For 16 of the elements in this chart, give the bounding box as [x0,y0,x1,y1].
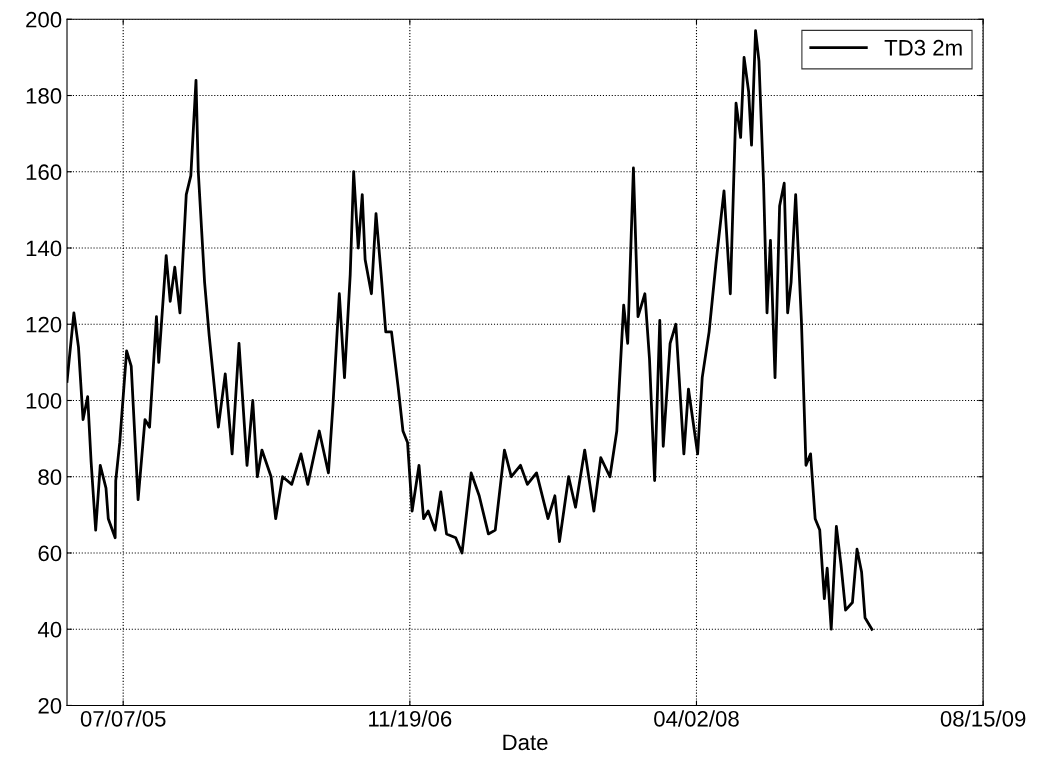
y-tick-label: 40 [37,621,62,638]
y-tick-label: 180 [26,88,62,104]
x-tick-label: 08/15/09 [940,710,1026,727]
y-tick-label: 140 [26,240,62,257]
x-axis-title: Date [503,734,548,751]
y-tick-label: 60 [38,545,62,562]
y-tick-label: 80 [38,469,62,486]
y-tick-label: 120 [26,316,62,333]
x-tick-label: 07/07/05 [80,710,166,727]
y-tick-label: 20 [38,698,62,714]
y-tick-label: 200 [26,11,62,28]
y-tick-label: 100 [26,393,62,409]
x-tick-label: 04/02/08 [654,710,739,727]
x-tick-label: 11/19/06 [369,710,452,727]
y-tick-label: 160 [26,164,62,181]
legend-label: TD3 2m [884,39,962,56]
